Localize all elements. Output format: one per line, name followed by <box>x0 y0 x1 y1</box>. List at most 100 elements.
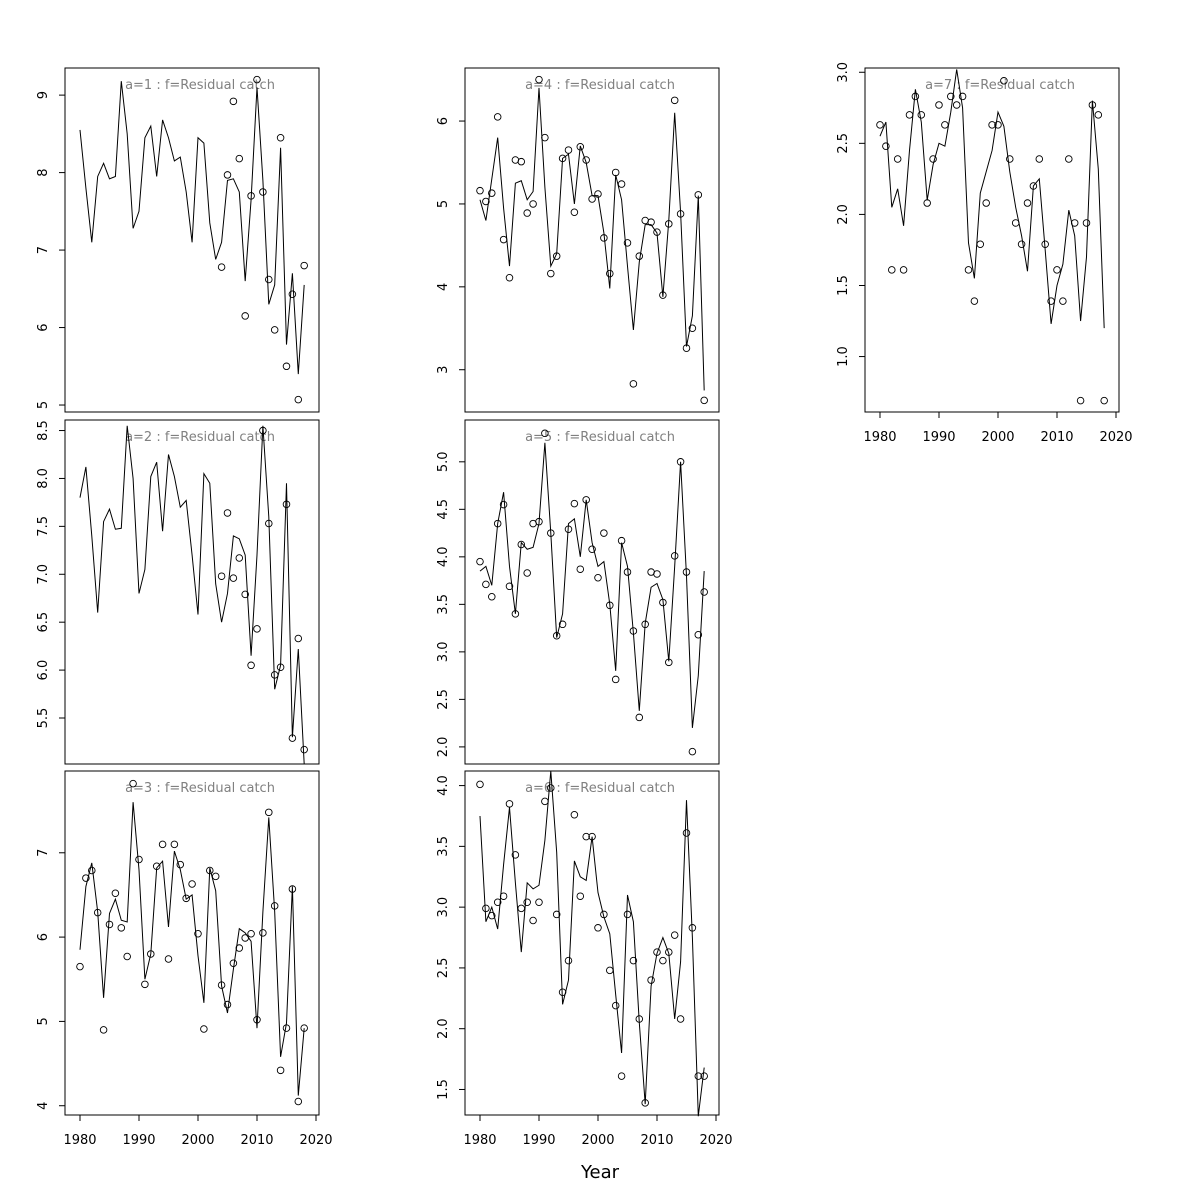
y-tick-label: 6.5 <box>36 612 51 633</box>
observed-point <box>670 96 679 105</box>
observed-point <box>511 610 520 618</box>
observed-point <box>670 931 679 939</box>
observed-point <box>482 580 490 589</box>
observed-point <box>623 568 632 576</box>
observed-point <box>952 101 961 109</box>
observed-point <box>99 1026 108 1034</box>
observed-point <box>659 956 667 965</box>
y-tick-label: 6 <box>436 117 451 125</box>
observed-point <box>170 840 179 849</box>
y-tick-label: 2.0 <box>836 204 851 225</box>
observed-point <box>905 111 914 119</box>
plot-frame <box>64 67 320 413</box>
observed-point <box>576 142 585 151</box>
observed-point <box>270 671 279 679</box>
y-tick-label: 4.0 <box>436 775 451 796</box>
observed-point <box>288 885 297 893</box>
observed-point <box>606 601 614 610</box>
observed-point <box>659 598 667 607</box>
observed-point <box>682 829 691 837</box>
y-tick-label: 2.5 <box>436 689 451 710</box>
observed-point <box>488 189 496 197</box>
observed-point <box>499 500 508 509</box>
observed-point <box>253 1015 261 1024</box>
observed-point <box>541 133 549 142</box>
observed-point <box>259 426 267 435</box>
observed-point <box>570 811 579 819</box>
y-tick-label: 5.0 <box>436 451 451 472</box>
observed-point <box>676 1015 685 1023</box>
observed-point <box>294 1097 303 1106</box>
observed-point <box>276 663 285 671</box>
y-tick-label: 1.0 <box>836 346 851 367</box>
observed-point <box>617 536 626 545</box>
observed-point <box>247 929 255 938</box>
plot-frame <box>464 419 720 765</box>
fitted-line <box>79 425 305 765</box>
observed-point <box>947 92 955 101</box>
observed-point <box>570 208 579 216</box>
observed-point <box>1041 240 1049 249</box>
panel: a=7 : f=Residual catch 1.0 1.5 2.0 2.5 3.0 198… <box>836 62 1133 445</box>
x-tick-label: 1980 <box>863 430 896 445</box>
x-tick-label: 2020 <box>1099 430 1132 445</box>
observed-point <box>547 529 555 537</box>
panel-title: a=5 : f=Residual catch <box>525 430 675 445</box>
y-tick-label: 5 <box>436 200 451 208</box>
observed-point <box>1023 199 1032 207</box>
observed-point <box>182 894 190 903</box>
observed-point <box>1017 240 1026 249</box>
observed-point <box>253 75 261 84</box>
x-tick-label: 1980 <box>463 1133 496 1148</box>
observed-point <box>147 950 155 958</box>
observed-point <box>935 101 943 109</box>
observed-point <box>1100 396 1108 405</box>
observed-point <box>888 266 896 274</box>
observed-point <box>1076 396 1085 405</box>
y-tick-label: 8 <box>36 168 51 176</box>
observed-point <box>682 344 691 352</box>
observed-point <box>1000 77 1008 85</box>
observed-point <box>282 362 291 371</box>
y-tick-label: 3.5 <box>436 836 451 857</box>
observed-point <box>1094 111 1103 119</box>
observed-point <box>676 210 685 218</box>
fitted-line <box>879 69 1105 329</box>
panel-title: a=6 : f=Residual catch <box>525 781 675 796</box>
observed-point <box>688 747 697 756</box>
observed-point <box>493 113 502 121</box>
observed-point <box>635 713 644 722</box>
observed-point <box>606 966 614 975</box>
observed-point <box>535 898 543 907</box>
observed-point <box>647 976 655 984</box>
observed-point <box>294 395 303 404</box>
observed-point <box>211 872 220 881</box>
panel: a=2 : f=Residual catch 5.5 6.0 6.5 7.0 7.5 8.0… <box>36 419 320 765</box>
y-tick-label: 3.5 <box>436 594 451 615</box>
observed-point <box>700 1072 708 1080</box>
observed-point <box>1059 297 1067 305</box>
observed-point <box>476 780 484 789</box>
observed-point <box>259 929 267 937</box>
x-tick-label: 1990 <box>922 430 955 445</box>
y-tick-label: 6.0 <box>36 660 51 681</box>
observed-point <box>488 911 496 920</box>
x-tick-label: 1990 <box>522 1133 555 1148</box>
observed-point <box>582 832 590 841</box>
observed-point <box>558 620 567 629</box>
observed-point <box>994 121 1002 129</box>
observed-point <box>617 180 626 188</box>
observed-point <box>976 240 985 249</box>
observed-point <box>635 252 644 260</box>
observed-point <box>229 959 238 967</box>
observed-point <box>300 261 308 270</box>
y-tick-label: 2.0 <box>436 1018 451 1039</box>
observed-point <box>505 273 514 282</box>
observed-point <box>988 121 996 129</box>
observed-point <box>917 111 926 119</box>
y-tick-label: 3.0 <box>436 897 451 918</box>
observed-point <box>270 326 279 334</box>
observed-point <box>235 554 244 562</box>
observed-point <box>623 239 632 247</box>
observed-point <box>700 396 708 405</box>
